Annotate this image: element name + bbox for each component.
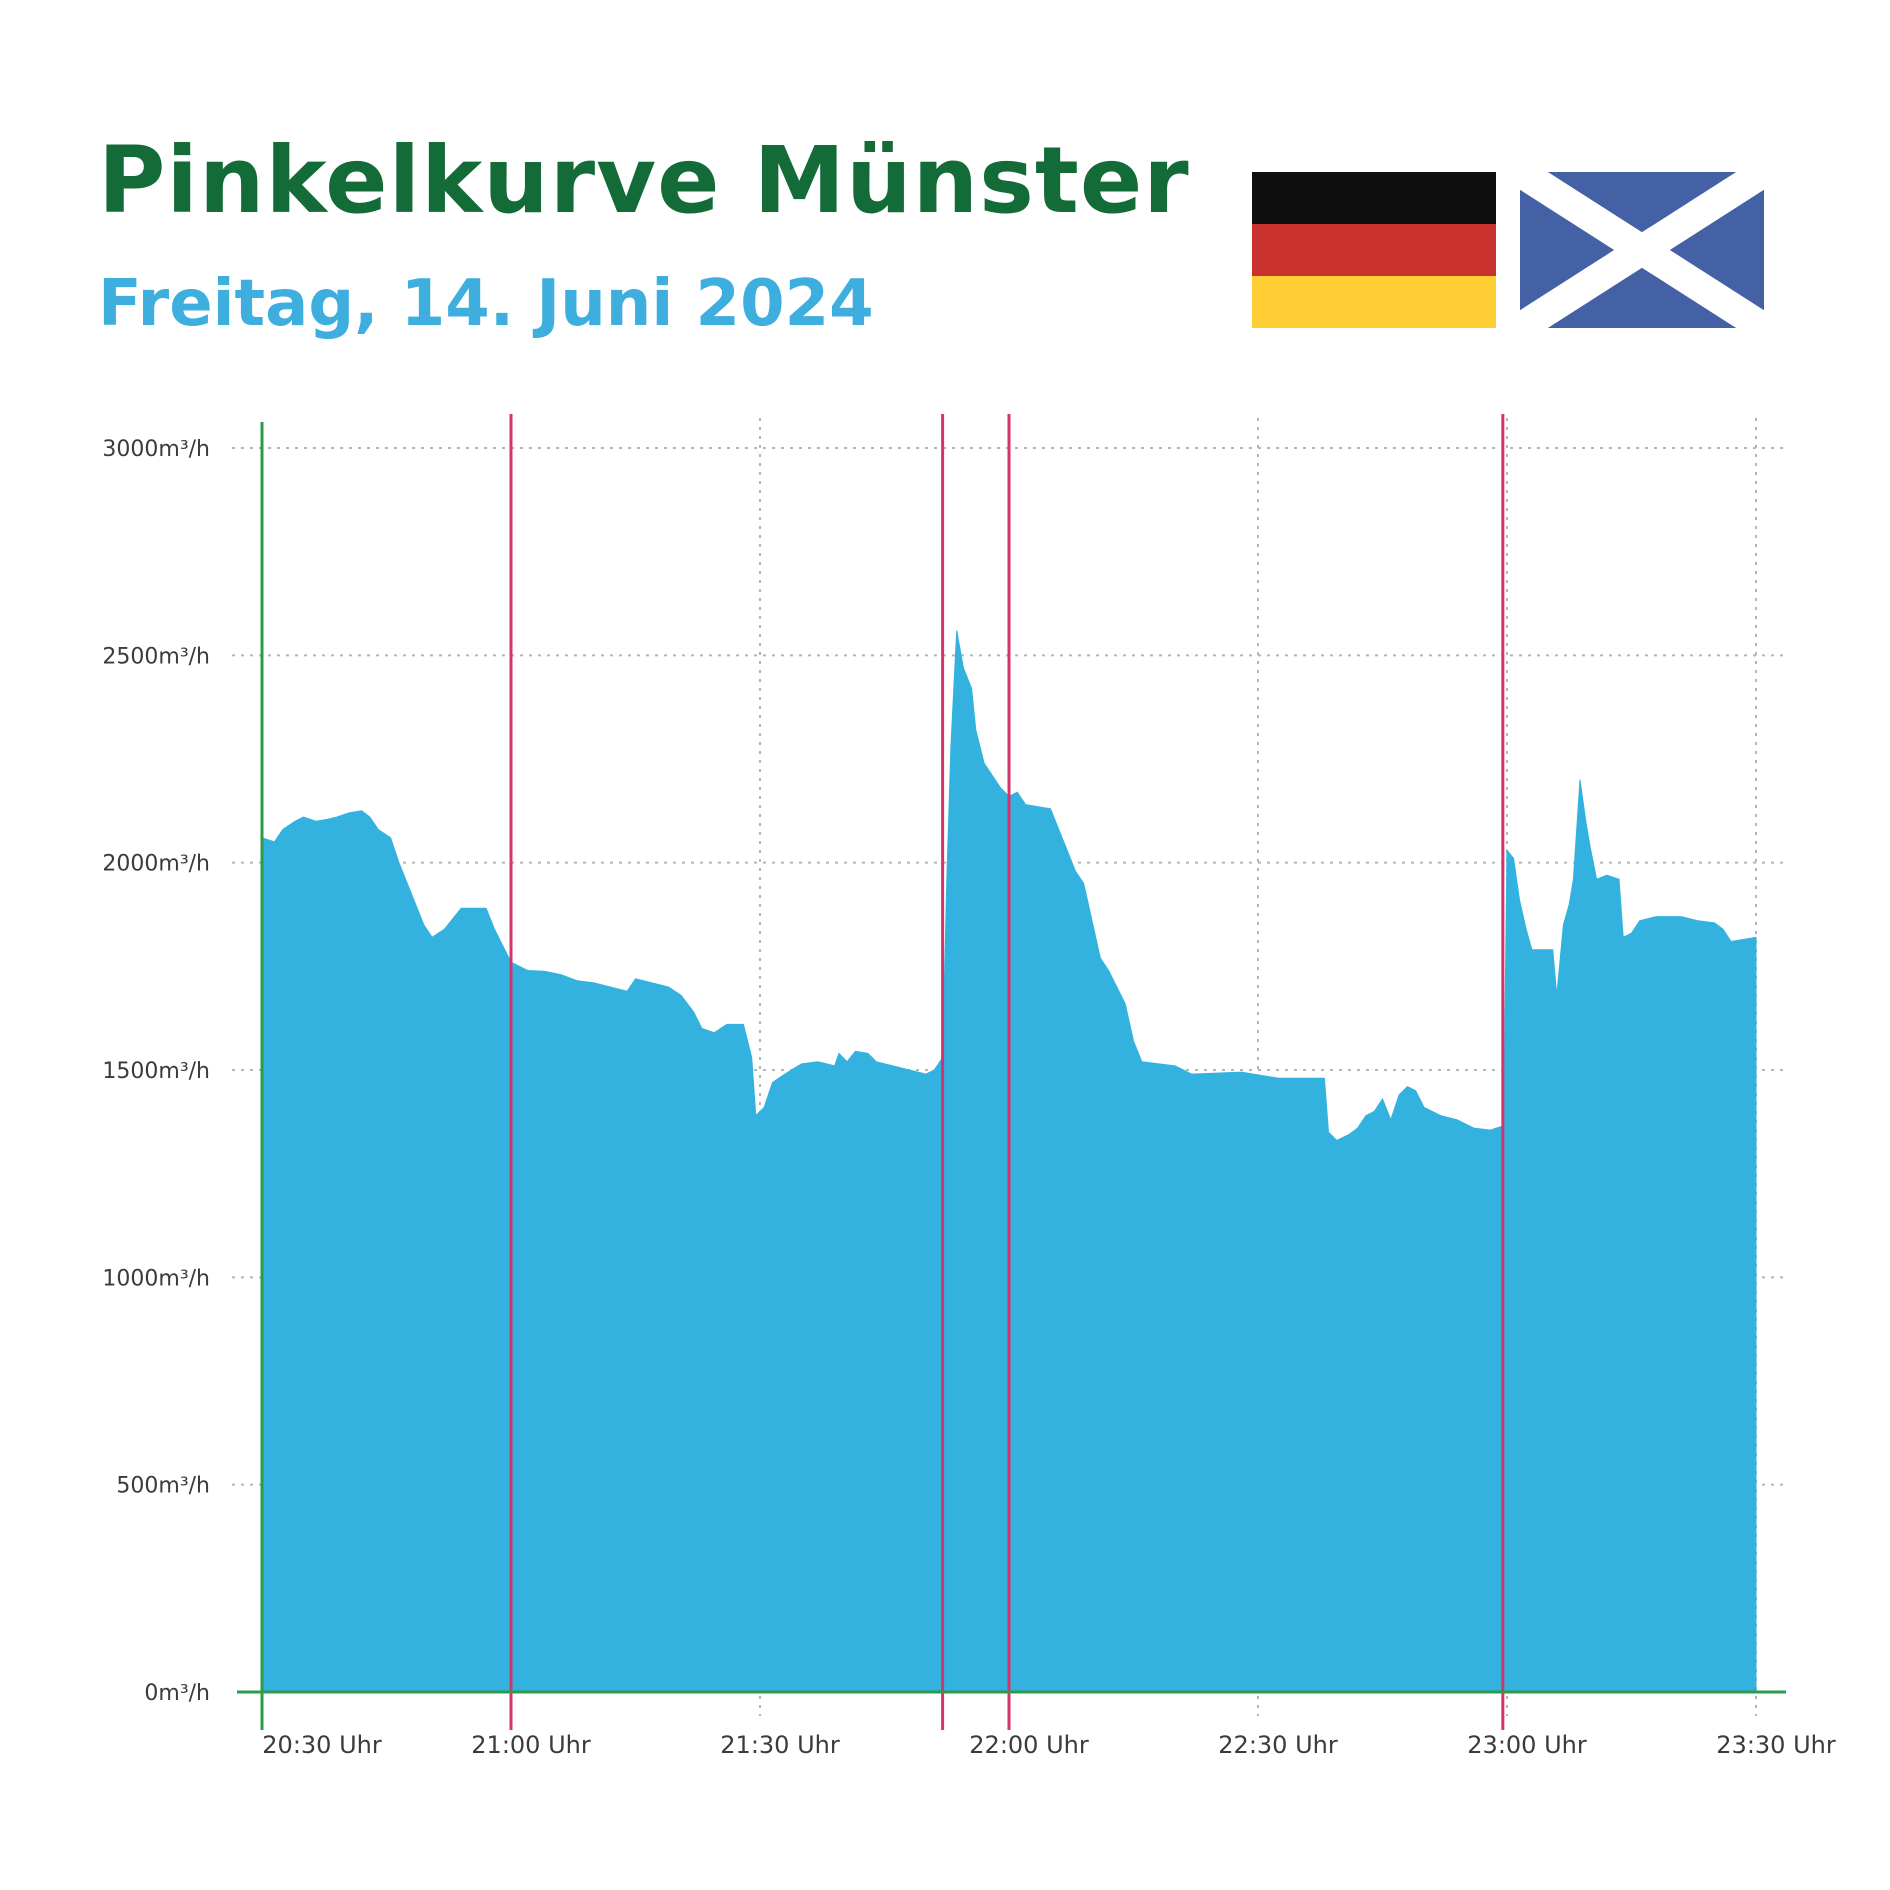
germany-flag-stripe-black	[1252, 172, 1496, 224]
scotland-flag-icon	[1520, 172, 1764, 328]
germany-flag-stripe-gold	[1252, 276, 1496, 328]
y-tick-label: 3000m³/h	[102, 437, 210, 462]
x-tick-label: 23:30 Uhr	[1716, 1731, 1836, 1759]
germany-flag-icon	[1252, 172, 1496, 328]
x-tick-label: 21:30 Uhr	[720, 1731, 840, 1759]
y-tick-label: 500m³/h	[116, 1474, 210, 1499]
y-tick-label: 1000m³/h	[102, 1266, 210, 1291]
chart-title: Pinkelkurve Münster	[98, 127, 1190, 234]
chart-subtitle: Freitag, 14. Juni 2024	[98, 267, 874, 341]
x-tick-label: 20:30 Uhr	[262, 1731, 382, 1759]
scotland-flag-saltire-b	[1520, 172, 1764, 328]
y-tick-label: 0m³/h	[144, 1681, 210, 1706]
x-tick-label: 21:00 Uhr	[471, 1731, 591, 1759]
y-tick-label: 1500m³/h	[102, 1059, 210, 1084]
x-tick-label: 22:30 Uhr	[1218, 1731, 1338, 1759]
germany-flag-stripe-red	[1252, 224, 1496, 276]
x-tick-label: 22:00 Uhr	[969, 1731, 1089, 1759]
x-tick-label: 23:00 Uhr	[1467, 1731, 1587, 1759]
y-tick-label: 2500m³/h	[102, 644, 210, 669]
y-tick-label: 2000m³/h	[102, 852, 210, 877]
